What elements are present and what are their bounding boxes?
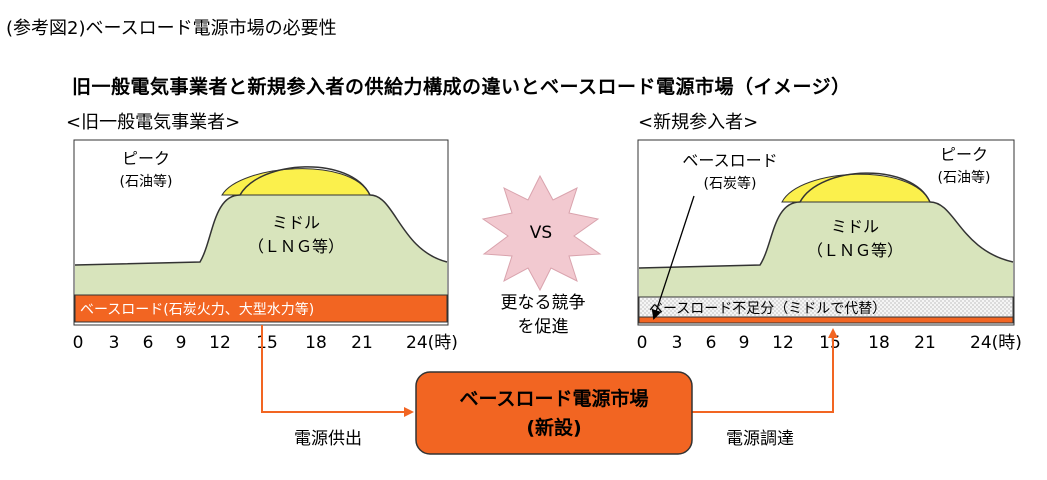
left-tick-12: 12 [209, 333, 231, 353]
right-tick-21: 21 [914, 333, 936, 353]
right-tick-0: 0 [637, 333, 648, 353]
right-middle-area [639, 202, 1013, 297]
left-peak-sub-label: (石油等) [120, 173, 173, 190]
right-tick-3: 3 [672, 333, 683, 353]
right-tick-24: 24(時) [970, 333, 1022, 353]
left-middle-area [75, 195, 447, 295]
right-base-callout-sub-label: (石炭等) [704, 175, 757, 192]
right-tick-12: 12 [772, 333, 794, 353]
left-tick-0: 0 [73, 333, 84, 353]
left-tick-24: 24(時) [406, 333, 458, 353]
left-peak-label: ピーク [122, 149, 170, 168]
market-box-title: ベースロード電源市場 [459, 387, 648, 410]
right-base-callout-label: ベースロード [682, 151, 777, 170]
vs-burst: VS [481, 174, 602, 292]
vs-label: VS [530, 223, 552, 243]
right-axis-ticks: 0 3 6 9 12 15 18 21 24(時) [637, 333, 1022, 353]
right-panel-label: <新規参入者> [638, 112, 759, 133]
right-middle-label: ミドル [831, 217, 879, 236]
left-tick-15: 15 [256, 333, 278, 353]
right-peak-label: ピーク [940, 145, 988, 164]
right-tick-9: 9 [739, 333, 750, 353]
market-box: ベースロード電源市場 (新設) [415, 371, 693, 455]
left-tick-18: 18 [305, 333, 327, 353]
right-tick-6: 6 [706, 333, 717, 353]
left-tick-6: 6 [143, 333, 154, 353]
left-axis-ticks: 0 3 6 9 12 15 18 21 24(時) [73, 333, 458, 353]
right-middle-sub-label: （ＬＮＧ等） [807, 241, 903, 260]
left-base-area [74, 294, 448, 323]
supply-arrow [261, 325, 414, 417]
left-panel: ピーク (石油等) ミドル （ＬＮＧ等） ベースロード(石炭火力、大型水力等) … [73, 139, 458, 353]
left-panel-label: <旧一般電気事業者> [66, 112, 241, 133]
left-tick-21: 21 [351, 333, 373, 353]
right-demand-curve [638, 172, 1014, 269]
market-box-subtitle: (新設) [526, 416, 581, 439]
market-box-shape [415, 371, 693, 455]
right-tick-18: 18 [868, 333, 890, 353]
left-middle-sub-label: （ＬＮＧ等） [248, 237, 344, 256]
procure-arrow [692, 328, 838, 413]
left-tick-9: 9 [176, 333, 187, 353]
right-shortfall-label: ベースロード不足分（ミドルで代替） [649, 301, 886, 317]
right-panel: ベースロード不足分（ミドルで代替） ベースロード (石炭等) ピーク (石油等)… [637, 139, 1022, 353]
left-tick-3: 3 [109, 333, 120, 353]
left-base-label: ベースロード(石炭火力、大型水力等) [80, 301, 314, 318]
procure-label: 電源調達 [726, 429, 794, 449]
right-peak-sub-label: (石油等) [938, 169, 991, 186]
right-base-callout-arrow [651, 195, 695, 320]
supply-label: 電源供出 [294, 429, 362, 449]
competition-note-line1: 更なる競争 [501, 293, 586, 313]
main-title: 旧一般電気事業者と新規参入者の供給力構成の違いとベースロード電源市場（イメージ） [72, 76, 851, 98]
left-demand-curve [74, 166, 448, 266]
right-base-area [638, 316, 1014, 324]
right-tick-15: 15 [819, 333, 841, 353]
competition-note-line2: を促進 [518, 317, 569, 337]
left-middle-label: ミドル [272, 213, 320, 232]
figure-caption: (参考図2)ベースロード電源市場の必要性 [6, 18, 337, 39]
vs-star-shape [481, 174, 602, 292]
